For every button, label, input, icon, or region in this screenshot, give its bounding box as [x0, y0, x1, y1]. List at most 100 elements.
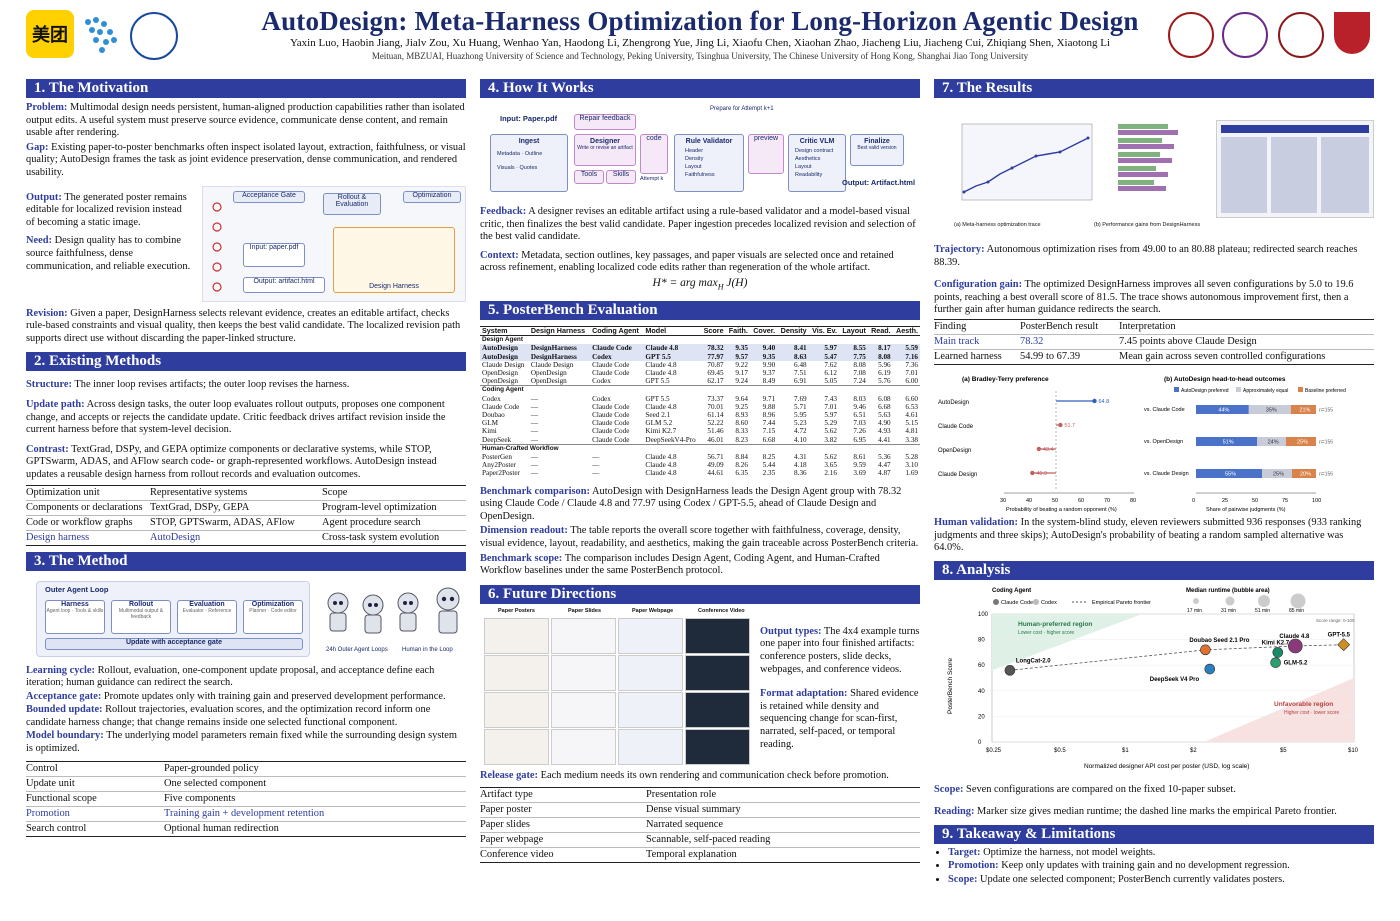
method-bounded: Bounded update: Rollout trajectories, ev… — [26, 704, 431, 728]
future-release: Release gate: Each medium needs its own … — [480, 769, 889, 781]
posterbench-cell: 7.03 — [853, 419, 866, 428]
posterbench-cell: 4.72 — [794, 427, 807, 436]
posterbench-cell: — — [530, 419, 539, 428]
posterbench-cell: — — [530, 453, 539, 462]
outer-loop-panel: Outer Agent Loop Harness Agent loop · Too… — [36, 580, 310, 657]
posterbench-cell: — — [530, 435, 539, 444]
how-it-works-figure: Input: Paper.pdf Prepare for Attempt k+1… — [480, 104, 920, 204]
x-axis-label: Normalized designer API cost per poster … — [1084, 763, 1249, 770]
x-tick-label: $5 — [1280, 748, 1287, 754]
h2h-n-label: n=155 — [1319, 407, 1333, 413]
section-heading-analysis: 8. Analysis — [934, 560, 1374, 580]
posterbench-cell: 8.60 — [735, 419, 748, 428]
bt-label: Claude Design — [938, 472, 977, 478]
x-tick-label: $10 — [1348, 748, 1359, 754]
existing-structure: Structure: The inner loop revises artifa… — [26, 379, 350, 391]
fig-designer: Designer Write or revise an artifact — [574, 134, 636, 166]
posterbench-row: OpenDesign OpenDesign Codex GPT 5.5 62.17 9.2… — [480, 377, 920, 386]
fig-a-caption: (a) Meta-harness optimization trace — [954, 222, 1041, 228]
takeaway-item: Scope: Update one selected component; Po… — [948, 873, 1374, 887]
posterbench-header-cell: Cover. — [749, 325, 778, 337]
motivation-revision: Revision: Given a paper, DesignHarness s… — [26, 307, 461, 344]
posterbench-cell: — — [530, 469, 539, 478]
legend-marker-claude — [993, 598, 999, 605]
posterbench-cell: 46.01 — [707, 435, 724, 444]
posterbench-cell: 4.31 — [794, 453, 807, 462]
legend-label: Claude Code — [1001, 600, 1033, 606]
posterbench-cell: 8.61 — [853, 453, 866, 462]
posterbench-cell: 9.22 — [735, 360, 748, 369]
posterbench-comparison: Benchmark comparison: AutoDesign with De… — [480, 485, 902, 522]
posterbench-header-row: System Design Harness Coding Agent Model Sco… — [480, 325, 920, 337]
posterbench-cell: 6.91 — [794, 377, 807, 386]
fig-output: Output: Artifact.html — [842, 178, 916, 187]
posterbench-cell: 8.08 — [867, 352, 893, 361]
posterbench-cell: 7.08 — [853, 368, 866, 377]
h2h-segment — [1196, 436, 1258, 446]
h2h-segment-label: 35% — [1266, 407, 1277, 413]
thumb-label-webpage: Paper Webpage — [632, 607, 674, 614]
posterbench-cell: 7.75 — [838, 352, 868, 361]
posterbench-cell: 6.19 — [878, 368, 891, 377]
posterbench-cell: Kimi K2.7 — [645, 427, 677, 436]
posterbench-cell: 5.36 — [878, 453, 891, 462]
region-good-shape — [992, 613, 1142, 671]
fig-code: code — [640, 134, 668, 174]
fig-output: Output: artifact.html — [243, 276, 325, 293]
takeaway-list: Target: Optimize the harness, not model … — [934, 846, 1374, 887]
artifact-thumbnail — [551, 654, 616, 691]
region-bad-label: Unfavorable region — [1274, 701, 1333, 708]
posterbench-cell: 9.57 — [725, 352, 750, 361]
posterbench-cell: Claude 4.8 — [645, 402, 677, 411]
posterbench-header-cell: System — [480, 325, 529, 337]
artifact-thumbnail — [484, 691, 549, 728]
bt-tick-label: 70 — [1104, 498, 1110, 504]
results-figures: (a) Meta-harness optimization trace (b) … — [934, 102, 1374, 232]
posterbench-cell: Claude 4.8 — [645, 469, 677, 478]
point-label: LongCat-2.0 — [1016, 658, 1051, 664]
bt-tick-label: 30 — [1000, 498, 1006, 504]
region-bad-shape — [1204, 677, 1354, 742]
h2h-segment — [1292, 468, 1316, 478]
posterbench-cell: — — [530, 461, 539, 470]
posterbench-cell: 7.26 — [853, 427, 866, 436]
column-middle: 4. How It Works Input: Paper.pdf Prepare… — [480, 79, 920, 864]
artifact-thumbnail — [484, 654, 549, 691]
posterbench-cell: Codex — [592, 377, 611, 386]
cost-score-scatter: Human-preferred region Lower cost · highe… — [947, 588, 1359, 770]
scatter-point — [1204, 663, 1216, 675]
h2h-row-label: vs. Claude Design — [1144, 471, 1189, 477]
posterbench-cell: 1.69 — [905, 469, 918, 478]
bradley-terry-chart: (a) Bradley-Terry preference AutoDesign 64… — [938, 376, 1136, 513]
pareto-frontier — [1009, 644, 1344, 671]
posterbench-cell: 5.63 — [878, 411, 891, 419]
cuhk-seal — [1278, 12, 1324, 58]
y-tick-label: 40 — [978, 689, 985, 695]
posterbench-cell: 3.69 — [853, 469, 866, 478]
posterbench-cell: 6.60 — [905, 394, 918, 403]
posterbench-cell: Claude Code — [592, 435, 630, 444]
posterbench-cell: 3.10 — [905, 461, 918, 470]
method-accept: Acceptance gate: Promote updates only wi… — [26, 690, 446, 702]
posterbench-cell: Doubao — [482, 411, 505, 419]
legend-marker-codex — [1033, 598, 1039, 605]
artifact-thumbnail — [685, 691, 750, 728]
posterbench-cell: 51.46 — [707, 427, 724, 436]
method-boundary: Model boundary: The underlying model par… — [26, 730, 457, 755]
results-table: Finding PosterBench result Interpretation … — [934, 318, 1374, 365]
posterbench-cell: Claude Code — [592, 419, 630, 428]
posterbench-cell: 6.68 — [762, 435, 776, 444]
posterbench-cell: 8.17 — [867, 344, 893, 353]
posterbench-cell: — — [592, 461, 600, 470]
posterbench-row: Paper2Poster — — Claude 4.8 44.61 6.35 2.35 8.3… — [480, 469, 920, 477]
artifact-thumbnail — [618, 691, 683, 728]
x-tick-label: $0.5 — [1054, 748, 1066, 754]
section-heading-existing: 2. Existing Methods — [26, 352, 466, 372]
bt-value: 64.8 — [1098, 399, 1109, 405]
motivation-problem: Problem: Multimodal design needs persist… — [26, 102, 465, 139]
posterbench-cell: 5.71 — [794, 402, 807, 411]
posterbench-cell: 9.88 — [762, 402, 776, 411]
posterbench-cell: 9.37 — [762, 368, 776, 377]
posterbench-cell: AutoDesign — [480, 352, 529, 361]
x-tick-label: $1 — [1122, 748, 1129, 754]
